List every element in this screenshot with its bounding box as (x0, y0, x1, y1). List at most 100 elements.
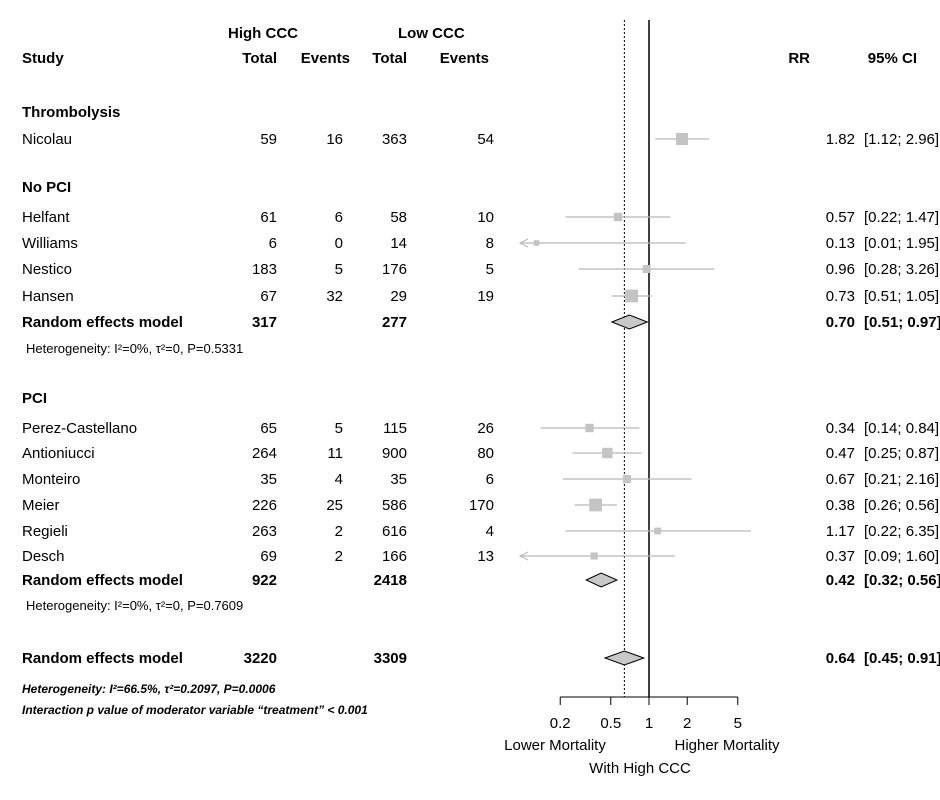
high-total: 3220 (244, 650, 277, 667)
rr-value: 0.64 (826, 650, 856, 667)
x-tick-label: 5 (734, 715, 742, 732)
ci-value: [0.26; 0.56] (864, 497, 939, 514)
header-study: Study (22, 50, 64, 67)
high-total: 263 (252, 523, 277, 540)
rr-value: 0.96 (826, 261, 855, 278)
high-total: 61 (260, 209, 277, 226)
heterogeneity-text: Heterogeneity: I²=0%, τ²=0, P=0.7609 (26, 598, 243, 613)
study-square (589, 498, 603, 512)
ci-value: [0.45; 0.91] (864, 650, 940, 667)
low-events: 19 (477, 288, 494, 305)
study-square (602, 447, 613, 459)
low-events: 26 (477, 420, 494, 437)
low-events: 6 (486, 471, 494, 488)
study-square (654, 527, 662, 535)
truncated-arrow (518, 238, 529, 248)
summary-label: Random effects model (22, 314, 183, 331)
study-square (585, 423, 594, 433)
study-label: Nicolau (22, 131, 72, 148)
group-label: No PCI (22, 179, 71, 196)
rr-value: 1.82 (826, 131, 855, 148)
study-square (533, 240, 540, 246)
header-rr: RR (788, 50, 810, 67)
low-total: 176 (382, 261, 407, 278)
high-total: 65 (260, 420, 277, 437)
low-total: 115 (383, 420, 407, 437)
x-tick-label: 0.5 (600, 715, 621, 732)
low-total: 616 (382, 523, 407, 540)
low-total: 363 (382, 131, 407, 148)
low-events: 170 (469, 497, 494, 514)
ci-value: [0.09; 1.60] (864, 548, 939, 565)
study-label: Nestico (22, 261, 72, 278)
study-square (590, 552, 598, 560)
ci-value: [0.51; 0.97] (864, 314, 940, 331)
study-square (622, 475, 631, 483)
high-total: 264 (252, 445, 277, 462)
study-label: Williams (22, 235, 78, 252)
x-tick-label: 1 (645, 715, 653, 732)
high-total: 67 (260, 288, 277, 305)
low-events: 8 (486, 235, 494, 252)
study-label: Antioniucci (22, 445, 95, 462)
rr-value: 0.73 (826, 288, 855, 305)
low-events: 4 (486, 523, 494, 540)
high-events: 4 (335, 471, 343, 488)
x-tick-label: 2 (683, 715, 691, 732)
high-total: 317 (252, 314, 277, 331)
low-total: 3309 (374, 650, 407, 667)
heterogeneity-text: Heterogeneity: I²=0%, τ²=0, P=0.5331 (26, 341, 243, 356)
header-ci: 95% CI (868, 50, 917, 67)
high-total: 6 (269, 235, 277, 252)
low-total: 29 (390, 288, 407, 305)
high-events: 25 (326, 497, 343, 514)
high-total: 226 (252, 497, 277, 514)
xlabel-left: Lower Mortality (504, 737, 606, 754)
ci-value: [0.28; 3.26] (864, 261, 939, 278)
header-high-events: Events (301, 50, 350, 67)
ci-value: [0.25; 0.87] (864, 445, 939, 462)
summary-diamond (603, 650, 646, 666)
low-total: 58 (390, 209, 407, 226)
rr-value: 0.47 (826, 445, 855, 462)
high-events: 11 (327, 445, 343, 462)
high-events: 6 (335, 209, 343, 226)
rr-value: 0.57 (826, 209, 855, 226)
header-high-ccc: High CCC (228, 25, 298, 42)
rr-value: 0.70 (826, 314, 855, 331)
low-events: 13 (477, 548, 494, 565)
high-total: 35 (260, 471, 277, 488)
study-label: Helfant (22, 209, 70, 226)
low-events: 54 (477, 131, 494, 148)
low-total: 14 (390, 235, 407, 252)
low-total: 277 (382, 314, 407, 331)
rr-value: 0.38 (826, 497, 855, 514)
study-label: Monteiro (22, 471, 80, 488)
ci-value: [0.22; 6.35] (864, 523, 939, 540)
high-events: 5 (335, 420, 343, 437)
high-total: 69 (260, 548, 277, 565)
rr-value: 0.34 (826, 420, 855, 437)
low-total: 2418 (374, 572, 407, 589)
ci-value: [0.14; 0.84] (864, 420, 939, 437)
high-total: 183 (252, 261, 277, 278)
low-total: 900 (382, 445, 407, 462)
ci-value: [0.22; 1.47] (864, 209, 939, 226)
header-low-total: Total (372, 50, 407, 67)
rr-value: 0.42 (826, 572, 855, 589)
rr-value: 0.13 (826, 235, 855, 252)
group-label: Thrombolysis (22, 104, 120, 121)
group-label: PCI (22, 390, 47, 407)
study-label: Meier (22, 497, 60, 514)
high-events: 0 (335, 235, 343, 252)
rr-value: 1.17 (826, 523, 855, 540)
study-label: Desch (22, 548, 65, 565)
summary-label: Random effects model (22, 650, 183, 667)
study-label: Perez-Castellano (22, 420, 137, 437)
xlabel-sub: With High CCC (589, 760, 691, 777)
ci-value: [1.12; 2.96] (864, 131, 939, 148)
low-total: 35 (390, 471, 407, 488)
study-label: Regieli (22, 523, 68, 540)
summary-diamond (584, 572, 619, 588)
